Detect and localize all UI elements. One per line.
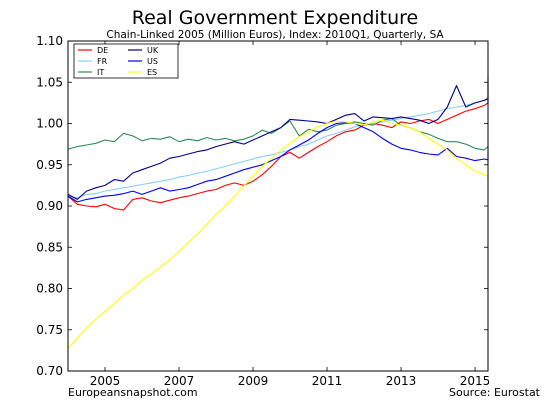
chart-title: Real Government Expenditure [132,7,418,29]
legend: DE FR IT UK US ES [73,43,179,79]
x-tick-label: 2011 [312,374,343,388]
series-line-uk [67,77,489,200]
y-tick-label: 0.95 [36,158,63,172]
x-tick-label: 2005 [90,374,121,388]
axes-layer: 0.70 0.75 0.80 0.85 0.90 0.95 1.00 1.05 1.10 2005… [36,34,490,388]
y-tick-label: 0.90 [36,199,63,213]
y-tick-label: 0.70 [36,364,63,378]
x-tick-label: 2015 [460,374,491,388]
series-line-de [67,82,489,211]
legend-label-it: IT [97,68,104,77]
x-tick-label: 2013 [386,374,417,388]
y-tick-label: 1.00 [36,117,63,131]
series-line-es [67,119,489,350]
legend-label-es: ES [147,68,157,77]
x-tick-label: 2009 [238,374,269,388]
plot-frame [67,40,489,372]
y-tick-label: 0.85 [36,240,63,254]
y-tick-label: 1.05 [36,75,63,89]
footer-source: Source: Eurostat [449,386,541,399]
y-tick-label: 0.80 [36,282,63,296]
legend-label-uk: UK [147,46,159,55]
legend-label-de: DE [97,46,108,55]
legend-label-us: US [147,57,158,66]
series-layer [67,60,489,350]
y-tick-label: 1.10 [36,34,63,48]
x-tick-label: 2007 [164,374,195,388]
legend-label-fr: FR [97,57,108,66]
footer-site: Europeansnapshot.com [68,386,198,399]
chart-subtitle: Chain-Linked 2005 (Million Euros), Index… [106,29,444,41]
y-tick-label: 0.75 [36,323,63,337]
series-line-us [67,122,489,203]
